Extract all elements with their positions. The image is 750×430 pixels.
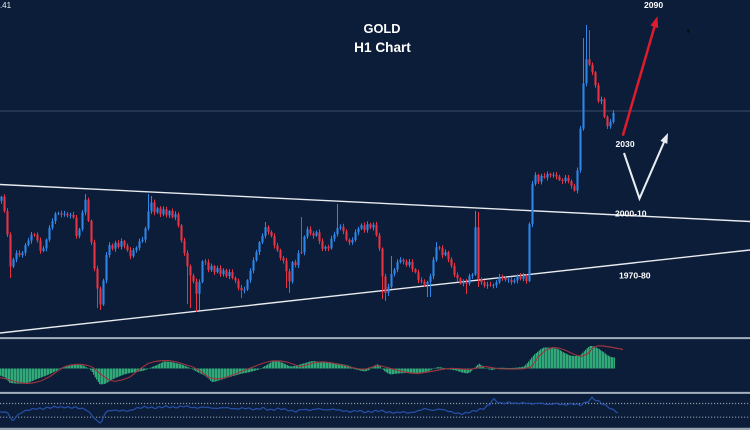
svg-text:GOLD: GOLD [364, 21, 401, 36]
svg-text:2000-10: 2000-10 [615, 209, 647, 219]
svg-text:2030: 2030 [616, 139, 635, 149]
svg-text:1970-80: 1970-80 [619, 271, 651, 281]
svg-text:2090: 2090 [644, 0, 663, 10]
svg-text:H1 Chart: H1 Chart [354, 40, 411, 55]
svg-text:0.41: 0.41 [0, 1, 12, 10]
